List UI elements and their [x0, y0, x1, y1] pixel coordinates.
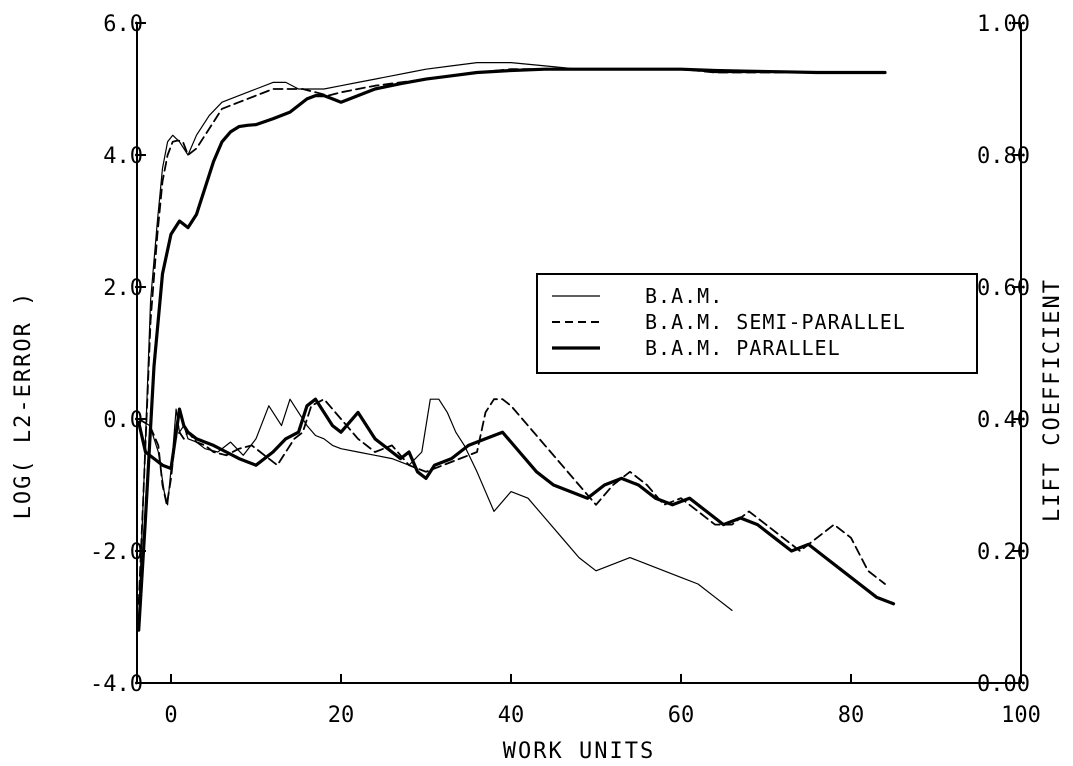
y-tick-label-right: 0.20 — [977, 540, 1030, 565]
y-tick-label-right: 0.00 — [977, 672, 1030, 697]
y-ticks-right: 0.00 0.20 0.40 0.60 0.80 1.00 — [977, 12, 1030, 697]
y-ticks-left: -4.0 -2.0 0.0 2.0 4.0 6.0 — [90, 12, 146, 697]
series-line-parallel-error — [137, 397, 896, 606]
x-tick-label: 100 — [1001, 703, 1041, 728]
series-group — [137, 61, 896, 632]
y-axis-title-right: LIFT COEFFICIENT — [1040, 278, 1065, 522]
y-tick-label-right: 0.60 — [977, 276, 1030, 301]
x-ticks: 0 20 40 60 80 100 — [164, 674, 1041, 728]
y-tick-label-left: -2.0 — [90, 540, 143, 565]
y-tick-label-right: 0.80 — [977, 144, 1030, 169]
y-tick-label-right: 1.00 — [977, 12, 1030, 37]
legend-box — [536, 273, 978, 374]
legend: B.A.M. B.A.M. SEMI-PARALLEL B.A.M. PARAL… — [536, 273, 978, 374]
legend-label-bam: B.A.M. — [645, 284, 723, 308]
series-line-parallel-lift — [137, 67, 887, 632]
x-tick-label: 40 — [498, 703, 525, 728]
y-tick-label-left: 4.0 — [103, 144, 143, 169]
x-tick-label: 60 — [668, 703, 695, 728]
x-tick-label: 0 — [164, 703, 177, 728]
y-axis-title-left: LOG( L2-ERROR ) — [11, 291, 36, 520]
plot-area — [136, 23, 1022, 684]
y-tick-label-right: 0.40 — [977, 408, 1030, 433]
legend-label-parallel: B.A.M. PARALLEL — [645, 336, 841, 360]
x-tick-label: 80 — [838, 703, 865, 728]
x-axis-title: WORK UNITS — [503, 739, 655, 764]
series-line-bam-error — [138, 398, 733, 612]
y-tick-label-left: -4.0 — [90, 672, 143, 697]
y-tick-label-left: 2.0 — [103, 276, 143, 301]
x-tick-label: 20 — [328, 703, 355, 728]
y-tick-label-left: 6.0 — [103, 12, 143, 37]
y-tick-label-left: 0.0 — [103, 408, 143, 433]
legend-label-semi-parallel: B.A.M. SEMI-PARALLEL — [645, 310, 906, 334]
